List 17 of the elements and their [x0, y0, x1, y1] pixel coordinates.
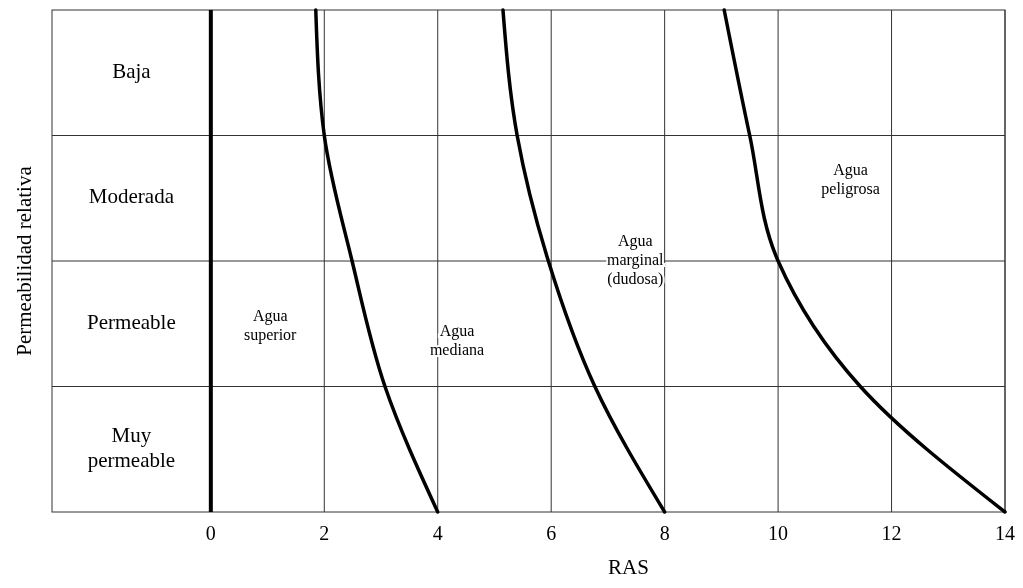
- x-tick-label: 0: [205, 522, 216, 544]
- x-tick-label: 10: [768, 522, 789, 544]
- category-label: Permeable: [87, 309, 176, 334]
- x-tick-label: 12: [881, 522, 902, 544]
- x-tick-label: 4: [432, 522, 443, 544]
- category-label: Muy permeable: [87, 422, 176, 472]
- category-label: Moderada: [88, 184, 174, 209]
- annotation: Agua peligrosa: [821, 160, 880, 198]
- x-tick-label: 6: [546, 522, 557, 544]
- x-tick-label: 14: [995, 522, 1015, 544]
- annotation: Agua superior: [244, 306, 298, 344]
- x-axis-title: RAS: [608, 555, 649, 579]
- x-tick-label: 8: [659, 522, 670, 544]
- category-label: Baja: [112, 58, 151, 83]
- y-axis-title: Permeabilidad relativa: [11, 165, 36, 356]
- x-tick-label: 2: [319, 522, 330, 544]
- annotation: Agua marginal (dudosa): [606, 231, 665, 288]
